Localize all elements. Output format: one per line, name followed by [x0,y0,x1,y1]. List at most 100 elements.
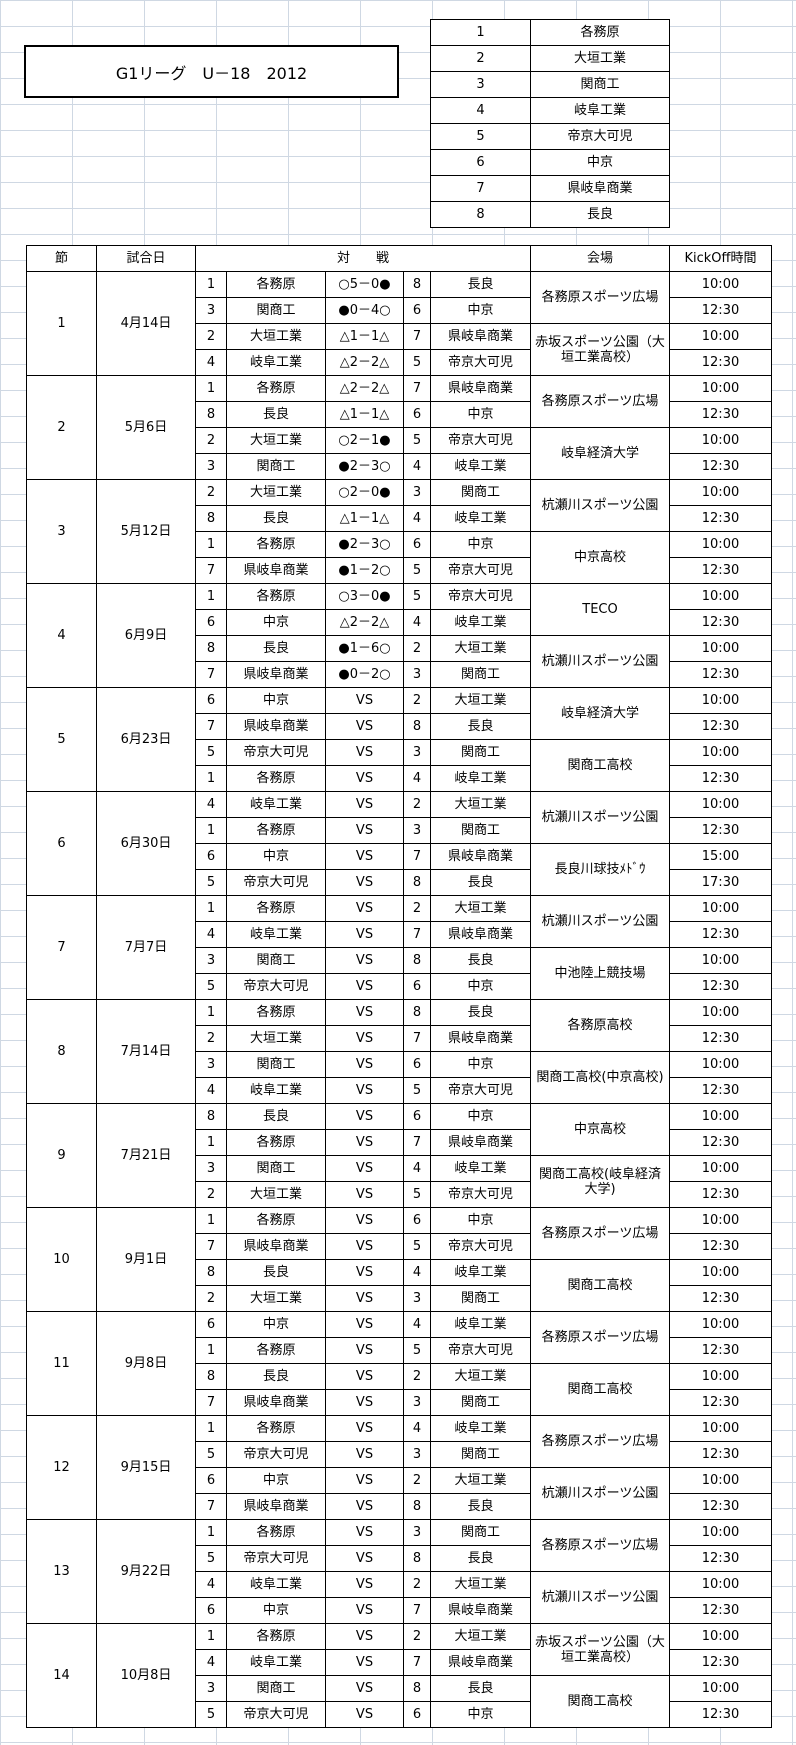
header-row: 節試合日対 戦会場 KickOff時間 [26,245,772,272]
home-team: 大垣工業 [226,479,326,506]
home-team: 岐阜工業 [226,349,326,376]
kickoff-time: 10:00 [669,791,772,818]
kickoff-time: 12:30 [669,1285,772,1312]
home-number: 8 [195,505,227,532]
away-team: 大垣工業 [430,895,531,922]
team-number: 6 [430,149,531,176]
team-name: 大垣工業 [530,45,670,72]
away-team: 長良 [430,947,531,974]
round-number: 8 [26,999,97,1104]
away-number: 2 [403,687,431,714]
schedule-table: 節試合日対 戦会場 KickOff時間 1 4月14日 1 各務原 ○5－0● 8 長良 各務原ス… [26,245,772,1728]
round-number: 11 [26,1311,97,1416]
away-number: 8 [403,1675,431,1702]
kickoff-time: 12:30 [669,1077,772,1104]
home-number: 6 [195,1467,227,1494]
kickoff-time: 10:00 [669,1363,772,1390]
match-row: 10 9月1日 1 各務原 VS 6 中京 各務原スポーツ広場 10:00 [26,1207,772,1312]
team-name: 関商工 [530,71,670,98]
away-team: 岐阜工業 [430,453,531,480]
away-number: 8 [403,999,431,1026]
home-team: 各務原 [226,817,326,844]
kickoff-time: 12:30 [669,661,772,688]
away-number: 4 [403,609,431,636]
home-number: 1 [195,1207,227,1234]
away-number: 3 [403,1441,431,1468]
match-row: 1 4月14日 1 各務原 ○5－0● 8 長良 各務原スポーツ広場 10:00 [26,271,772,376]
team-row: 7 県岐阜商業 [430,175,670,202]
score: VS [325,1545,404,1572]
home-team: 関商工 [226,453,326,480]
away-team: 大垣工業 [430,687,531,714]
kickoff-time: 12:30 [669,1389,772,1416]
home-number: 1 [195,765,227,792]
away-number: 2 [403,1571,431,1598]
home-number: 8 [195,635,227,662]
away-number: 6 [403,531,431,558]
score: ○5－0● [325,271,404,298]
home-team: 県岐阜商業 [226,1493,326,1520]
kickoff-time: 12:30 [669,609,772,636]
score: VS [325,895,404,922]
score: ●1－6○ [325,635,404,662]
home-team: 岐阜工業 [226,1649,326,1676]
away-number: 7 [403,1597,431,1624]
venue: 杭瀬川スポーツ公園 [530,895,670,948]
away-team: 岐阜工業 [430,1311,531,1338]
venue: 中京高校 [530,531,670,584]
home-number: 4 [195,1077,227,1104]
away-number: 7 [403,375,431,402]
match-row: 5 帝京大可児 VS 3 関商工 12:30 [27,1441,772,1468]
team-number: 5 [430,123,531,150]
home-team: 関商工 [226,297,326,324]
match-row: 4 岐阜工業 VS 2 大垣工業 杭瀬川スポーツ公園 10:00 [27,1571,772,1624]
team-row: 8 長良 [430,201,670,228]
away-number: 5 [403,427,431,454]
home-team: 岐阜工業 [226,1571,326,1598]
home-number: 4 [195,1571,227,1598]
score: VS [325,1623,404,1650]
kickoff-time: 10:00 [669,1103,772,1130]
round-number: 10 [26,1207,97,1312]
away-number: 4 [403,1415,431,1442]
score: VS [325,999,404,1026]
home-team: 県岐阜商業 [226,713,326,740]
venue: TECO [530,583,670,636]
away-number: 3 [403,661,431,688]
venue: 中京高校 [530,1103,670,1156]
kickoff-time: 10:00 [669,1623,772,1650]
kickoff-time: 10:00 [669,583,772,610]
team-number: 7 [430,175,531,202]
match-row: 6 中京 VS 2 大垣工業 杭瀬川スポーツ公園 10:00 [27,1467,772,1520]
match-date: 5月6日 [96,375,196,480]
score: VS [325,1467,404,1494]
away-number: 4 [403,1155,431,1182]
kickoff-time: 10:00 [669,947,772,974]
match-row: 4 岐阜工業 VS 5 帝京大可児 12:30 [27,1077,772,1104]
kickoff-time: 12:30 [669,349,772,376]
match-row: 8 長良 VS 2 大垣工業 関商工高校 10:00 [27,1363,772,1416]
score: △2－2△ [325,609,404,636]
venue: 赤坂スポーツ公園（大垣工業高校） [530,323,670,376]
home-team: 長良 [226,505,326,532]
score: VS [325,713,404,740]
away-team: 大垣工業 [430,1467,531,1494]
score: VS [325,817,404,844]
score: VS [325,843,404,870]
score: VS [325,1155,404,1182]
match-row: 7 県岐阜商業 ●0－2○ 3 関商工 12:30 [27,661,772,688]
away-team: 大垣工業 [430,791,531,818]
away-team: 中京 [430,1103,531,1130]
team-row: 2 大垣工業 [430,45,670,72]
match-date: 7月7日 [96,895,196,1000]
score: VS [325,765,404,792]
home-team: 中京 [226,1597,326,1624]
home-team: 県岐阜商業 [226,661,326,688]
kickoff-time: 10:00 [669,895,772,922]
home-number: 2 [195,1181,227,1208]
kickoff-time: 12:30 [669,505,772,532]
away-number: 4 [403,453,431,480]
score: ○2－0● [325,479,404,506]
away-team: 県岐阜商業 [430,323,531,350]
match-row: 7 7月7日 1 各務原 VS 2 大垣工業 杭瀬川スポーツ公園 10:00 [26,895,772,1000]
